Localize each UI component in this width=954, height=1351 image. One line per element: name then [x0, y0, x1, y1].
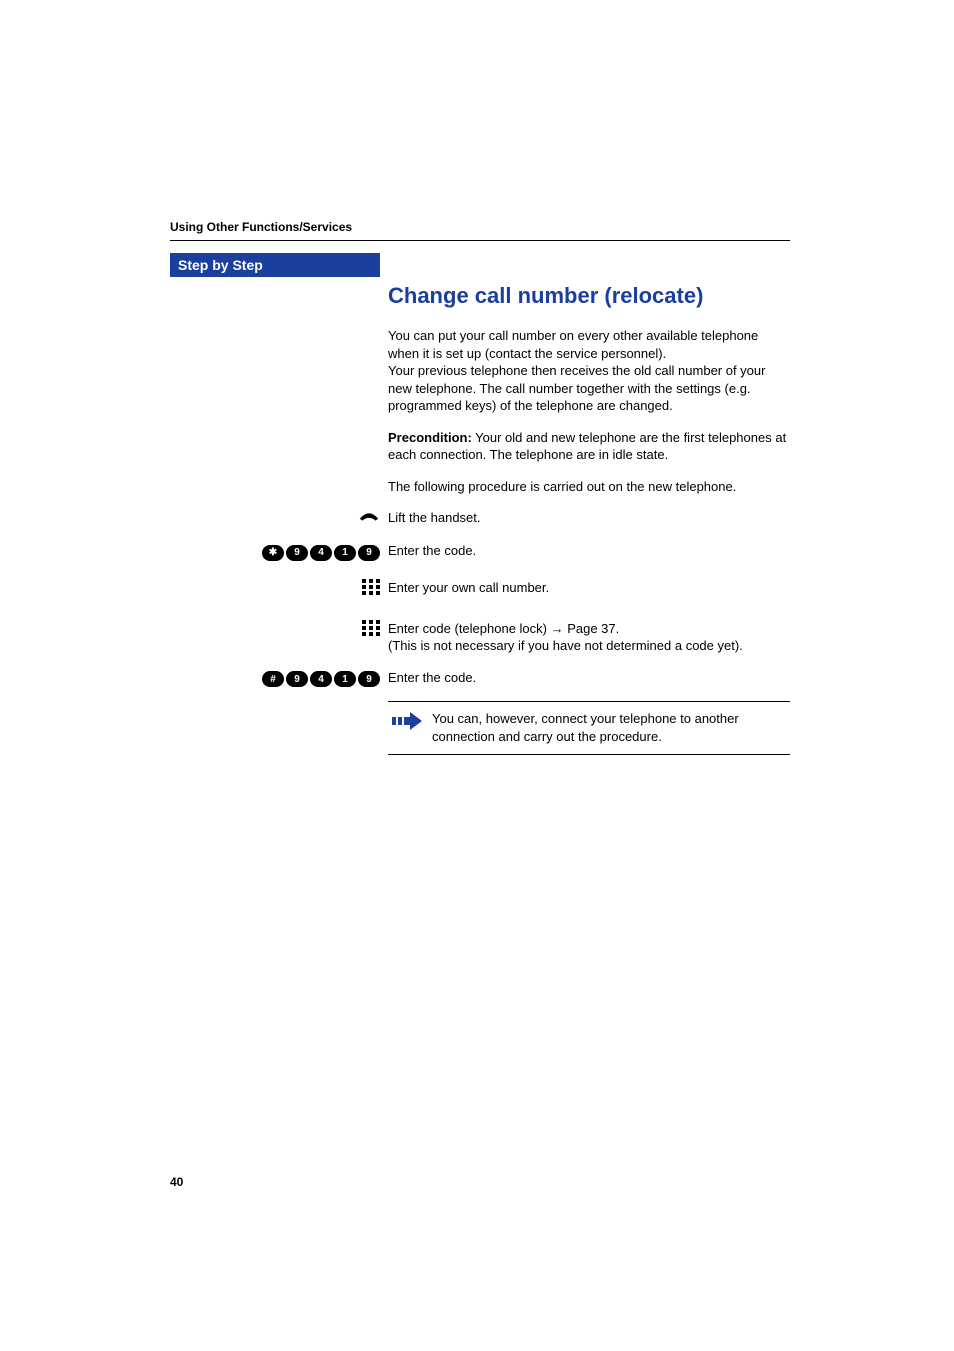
key-star: ✱ — [262, 545, 284, 561]
left-column: Step by Step — [170, 253, 380, 277]
step-lock-code: Enter code (telephone lock) → Page 37. (… — [178, 620, 790, 655]
keypad-icon — [362, 620, 380, 638]
precondition-label: Precondition: — [388, 430, 472, 445]
keypad-icon-area-2 — [178, 620, 388, 643]
step-lift-handset: Lift the handset. — [178, 509, 790, 528]
key-1b: 1 — [334, 671, 356, 687]
page-content: Using Other Functions/Services Step by S… — [170, 220, 790, 755]
key-9c: 9 — [286, 671, 308, 687]
key-1: 1 — [334, 545, 356, 561]
note-text: You can, however, connect your telephone… — [432, 710, 786, 745]
handset-icon-area — [178, 509, 388, 528]
code2-text: Enter the code. — [388, 669, 790, 687]
keypad-icon-area-1 — [178, 579, 388, 602]
lock-code-text: Enter code (telephone lock) → Page 37. (… — [388, 620, 790, 655]
right-column: Change call number (relocate) You can pu… — [380, 253, 790, 755]
handset-icon — [358, 510, 380, 527]
key-4b: 4 — [310, 671, 332, 687]
two-column-layout: Step by Step Change call number (relocat… — [170, 253, 790, 755]
step-code-2: # 9 4 1 9 Enter the code. — [178, 669, 790, 688]
step-own-number: Enter your own call number. — [178, 579, 790, 602]
key-9: 9 — [286, 545, 308, 561]
code1-key-sequence: ✱ 9 4 1 9 — [262, 545, 380, 561]
lift-handset-text: Lift the handset. — [388, 509, 790, 527]
key-9d: 9 — [358, 671, 380, 687]
own-number-text: Enter your own call number. — [388, 579, 790, 597]
code1-keys-area: ✱ 9 4 1 9 — [178, 542, 388, 561]
page-title: Change call number (relocate) — [388, 283, 790, 309]
code2-key-sequence: # 9 4 1 9 — [262, 671, 380, 687]
key-9b: 9 — [358, 545, 380, 561]
follow-paragraph: The following procedure is carried out o… — [388, 478, 790, 496]
step-code-1: ✱ 9 4 1 9 Enter the code. — [178, 542, 790, 561]
page-number: 40 — [170, 1175, 183, 1189]
step-rows: Lift the handset. ✱ 9 4 1 9 Enter the co… — [178, 509, 790, 687]
code1-text: Enter the code. — [388, 542, 790, 560]
intro-paragraph: You can put your call number on every ot… — [388, 327, 790, 415]
key-hash: # — [262, 671, 284, 687]
step-by-step-label: Step by Step — [170, 253, 380, 277]
section-header: Using Other Functions/Services — [170, 220, 790, 241]
note-arrow-icon — [392, 710, 422, 737]
keypad-icon — [362, 579, 380, 597]
key-4: 4 — [310, 545, 332, 561]
code2-keys-area: # 9 4 1 9 — [178, 669, 388, 688]
note-box: You can, however, connect your telephone… — [388, 701, 790, 754]
precondition-paragraph: Precondition: Your old and new telephone… — [388, 429, 790, 464]
